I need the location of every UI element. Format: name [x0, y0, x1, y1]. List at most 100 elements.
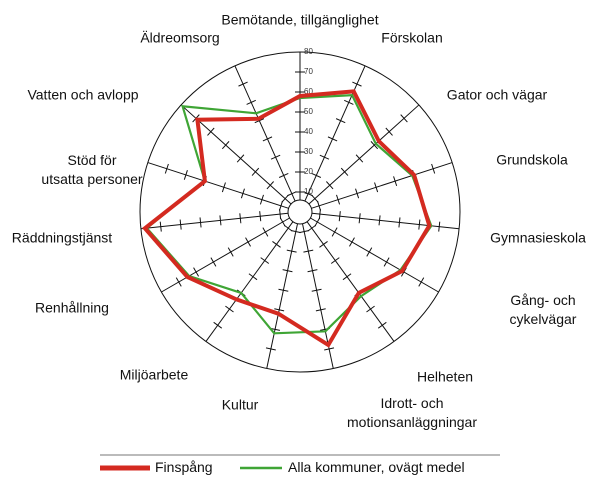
- tick-mark: [315, 308, 326, 312]
- tick-mark: [279, 209, 282, 220]
- tick-mark: [265, 347, 276, 351]
- category-label: Stöd för utsatta personer: [41, 152, 143, 187]
- tick-mark: [248, 273, 258, 281]
- r-tick-label: 70: [304, 67, 313, 76]
- tick-mark: [355, 188, 360, 199]
- tick-mark: [327, 136, 338, 142]
- tick-mark: [319, 154, 330, 160]
- tick-mark: [259, 211, 262, 222]
- tick-mark: [219, 215, 222, 226]
- tick-mark: [179, 219, 182, 230]
- tick-mark: [238, 81, 248, 87]
- tick-mark: [311, 172, 322, 178]
- tick-mark: [326, 181, 334, 190]
- spoke: [140, 212, 289, 230]
- tick-mark: [279, 217, 286, 227]
- tick-mark: [260, 257, 270, 264]
- category-label: Helheten: [416, 368, 474, 385]
- tick-mark: [335, 118, 346, 124]
- tick-mark: [283, 224, 293, 232]
- tick-mark: [355, 154, 364, 163]
- tick-mark: [400, 114, 408, 123]
- r-tick-label: 50: [304, 107, 313, 116]
- tick-mark: [303, 249, 314, 253]
- tick-mark: [336, 194, 341, 205]
- tick-mark: [338, 211, 341, 222]
- tick-mark: [311, 288, 322, 292]
- legend-label: Finspång: [155, 459, 213, 475]
- category-label: Kultur: [221, 396, 259, 413]
- r-tick-label: 10: [304, 187, 313, 196]
- category-label: Bemötande, tillgänglighet: [221, 11, 379, 28]
- tick-mark: [227, 247, 234, 257]
- spoke: [304, 65, 366, 202]
- tick-mark: [377, 321, 387, 329]
- tick-mark: [352, 81, 362, 87]
- tick-mark: [207, 127, 215, 136]
- spoke: [311, 162, 453, 209]
- r-tick-label: 30: [304, 147, 313, 156]
- tick-mark: [266, 181, 274, 190]
- legend-label: Alla kommuner, ovägt medel: [288, 459, 465, 475]
- category-label: Vatten och avlopp: [27, 86, 139, 103]
- tick-mark: [358, 213, 361, 224]
- tick-mark: [287, 191, 297, 197]
- tick-mark: [183, 170, 188, 180]
- tick-mark: [245, 237, 251, 247]
- category-label: Gator och vägar: [446, 86, 548, 103]
- tick-mark: [221, 182, 226, 193]
- series-line: [142, 89, 432, 348]
- tick-mark: [239, 213, 242, 224]
- tick-mark: [193, 267, 200, 277]
- spoke: [311, 212, 460, 230]
- tick-mark: [344, 99, 354, 105]
- tick-mark: [199, 217, 202, 228]
- tick-mark: [366, 247, 373, 257]
- inner-ring: [287, 199, 313, 225]
- spoke: [306, 221, 395, 342]
- tick-mark: [274, 308, 285, 312]
- tick-mark: [251, 167, 260, 176]
- tick-mark: [278, 172, 289, 178]
- category-label: Räddningstjänst: [11, 229, 113, 246]
- tick-mark: [431, 163, 436, 174]
- tick-mark: [438, 221, 441, 232]
- tick-mark: [307, 224, 317, 232]
- tick-mark: [299, 230, 310, 234]
- category-label: Äldreomsorg: [140, 29, 220, 46]
- r-tick-label: 60: [304, 87, 313, 96]
- tick-mark: [418, 277, 425, 287]
- tick-mark: [319, 241, 328, 248]
- tick-mark: [272, 241, 281, 248]
- tick-mark: [213, 321, 223, 329]
- spoke: [161, 217, 290, 293]
- tick-mark: [314, 217, 321, 227]
- tick-mark: [331, 227, 338, 237]
- tick-mark: [385, 127, 393, 136]
- tick-mark: [303, 191, 313, 197]
- tick-mark: [342, 273, 352, 281]
- tick-mark: [236, 154, 245, 163]
- tick-mark: [221, 141, 230, 150]
- tick-mark: [330, 257, 340, 264]
- spoke: [205, 221, 294, 342]
- tick-mark: [175, 277, 182, 287]
- category-label: Miljöarbete: [119, 366, 189, 383]
- tick-mark: [324, 347, 335, 351]
- tick-mark: [318, 209, 321, 220]
- tick-mark: [311, 194, 319, 203]
- tick-mark: [159, 221, 162, 232]
- category-label: Förskolan: [381, 29, 443, 46]
- series-line: [145, 93, 433, 335]
- tick-mark: [366, 305, 375, 313]
- tick-mark: [374, 182, 379, 193]
- r-tick-label: 80: [304, 47, 313, 56]
- tick-mark: [383, 257, 390, 267]
- tick-mark: [240, 188, 245, 199]
- tick-mark: [340, 167, 349, 176]
- tick-mark: [286, 249, 297, 253]
- spoke: [266, 223, 298, 369]
- tick-mark: [262, 227, 269, 237]
- tick-mark: [246, 99, 256, 105]
